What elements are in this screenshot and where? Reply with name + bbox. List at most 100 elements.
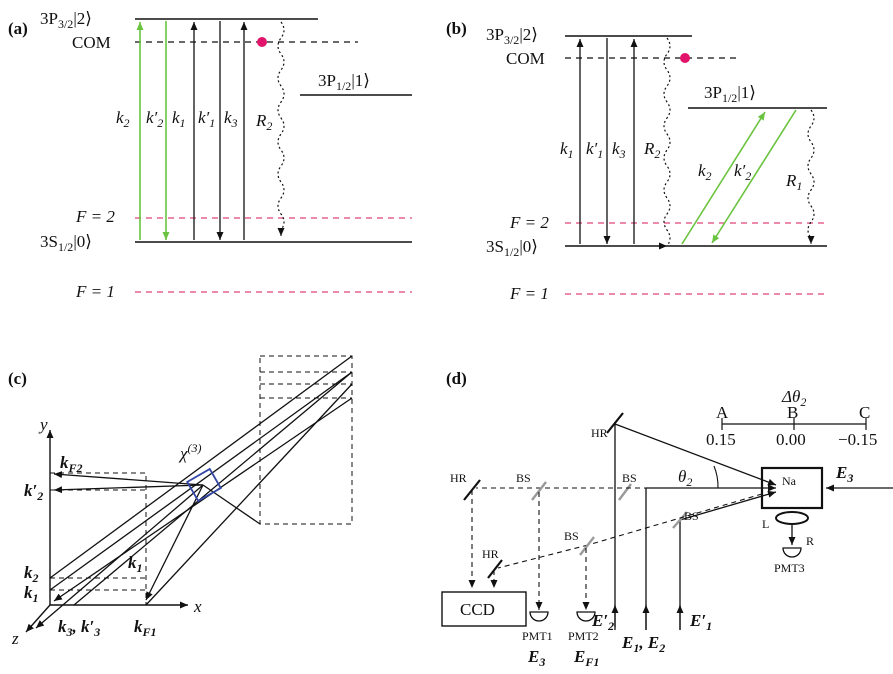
d-label-e2p: E′2 [591,611,614,633]
d-bs-low [579,536,595,556]
d-scale-label-c: C [859,403,870,422]
c-beam-k2p [53,484,204,494]
panel-a: (a) 3P3/2|2⟩ COM 3P1/2|1⟩ F = 2 3S1/2|0⟩… [8,9,412,301]
a-label-f1: F = 1 [75,282,115,301]
a-label-k1p: k′1 [198,108,215,130]
b-label-k1p: k′1 [586,139,603,161]
panel-b-tag: (b) [446,19,467,38]
b-atom-dot [680,53,690,63]
d-label-e1p: E′1 [689,611,712,633]
panel-d-tag: (d) [446,369,467,388]
d-label-delta: Δθ2 [781,387,806,409]
c-axis-z [25,604,51,633]
d-scale-label-a: A [716,403,729,422]
c-label-k1-mid: k1 [128,553,143,575]
d-theta-arc [713,465,719,489]
d-scale-label-b: B [787,403,798,422]
d-pmt2 [576,611,596,622]
d-pmt3 [782,547,802,558]
a-label-f2: F = 2 [75,207,115,226]
b-beam-k2 [681,111,766,245]
d-label-bs-mid: BS [622,471,637,485]
c-beam-kF2 [53,471,204,486]
d-label-pmt3: PMT3 [774,561,805,575]
a-label-3p12: 3P1/2|1⟩ [318,71,370,93]
c-beam-k3-out [35,484,204,629]
panel-b: (b) 3P3/2|2⟩ COM 3P1/2|1⟩ F = 2 3S1/2|0⟩… [446,19,827,303]
d-bs-right [672,511,688,529]
d-ccd-box [441,591,527,627]
d-label-det-e3: E3 [527,647,545,669]
b-label-k2: k2 [698,161,712,183]
b-label-3p32: 3P3/2|2⟩ [486,25,538,47]
panel-c: (c) y x z χ(3) kF2 k′2 k2 k1 [8,355,353,648]
d-label-bs-left: BS [516,471,531,485]
d-bs-mid [618,483,632,501]
d-label-bs-right: BS [684,509,699,523]
d-beam-e2p-to-cell [614,423,777,486]
c-label-k2p: k′2 [24,481,43,503]
d-label-r: R [806,534,814,548]
b-decay-r1 [807,109,815,244]
d-scale-value-b: 0.00 [776,430,806,449]
c-beam-k3 [73,371,353,606]
c-label-kF1: kF1 [134,617,157,639]
c-label-x: x [193,597,202,616]
b-label-k2p: k′2 [734,161,751,183]
a-label-k1: k1 [172,108,186,130]
a-decay-r2 [277,21,285,236]
d-mirror-hr-low [487,559,503,579]
b-label-f2: F = 2 [509,213,549,232]
d-bs-left [531,481,547,501]
b-label-com: COM [506,49,545,68]
b-label-k3: k3 [612,139,626,161]
a-label-k2: k2 [116,108,130,130]
c-beam-k3p [53,397,353,602]
panel-c-tag: (c) [8,369,27,388]
panel-d: (d) Δθ2 A B C 0.15 0.00 −0.15 Na HR θ2 B… [441,369,893,669]
c-label-kF2: kF2 [60,453,83,475]
b-beam-k2p [711,109,797,244]
c-label-k1: k1 [24,583,39,605]
c-box-right [259,355,353,525]
c-label-z: z [11,629,19,648]
d-label-bs-low: BS [564,529,579,543]
d-label-theta: θ2 [678,467,692,489]
b-label-f1: F = 1 [509,284,549,303]
d-label-lens: L [762,517,769,531]
a-label-r2: R2 [255,111,272,133]
c-label-k3: k3, k′3 [58,617,100,639]
d-label-pmt1: PMT1 [522,629,553,643]
b-label-ground: 3S1/2|0⟩ [486,237,538,259]
c-beam-kF1 [145,484,204,601]
d-beam-e1p-to-cell [679,490,777,521]
panel-a-tag: (a) [8,19,28,38]
d-pmt1 [529,611,549,622]
d-label-hr-top: HR [591,426,608,440]
d-label-ccd: CCD [460,600,495,619]
a-atom-dot [257,37,267,47]
c-beam-k2p-in [202,484,261,525]
d-label-pmt2: PMT2 [568,629,599,643]
b-label-r1: R1 [785,171,802,193]
c-beam-k1b [145,383,353,606]
c-label-y: y [38,415,48,434]
d-label-na: Na [782,474,797,488]
d-label-e3: E3 [835,463,853,485]
d-scale-value-c: −0.15 [838,430,877,449]
d-label-det-ef1: EF1 [573,647,599,669]
a-label-com: COM [72,33,111,52]
a-label-k3: k3 [224,108,238,130]
a-label-k2p: k′2 [146,108,163,130]
d-signal-dashed-3 [497,544,589,569]
d-label-e12: E1, E2 [621,633,665,655]
c-label-k2: k2 [24,563,39,585]
c-beam-k1 [49,371,353,591]
c-crystal [186,467,222,503]
d-scale-value-a: 0.15 [706,430,736,449]
a-label-3p32: 3P3/2|2⟩ [40,9,92,31]
b-label-3p12: 3P1/2|1⟩ [704,83,756,105]
c-beam-k2 [49,355,353,579]
